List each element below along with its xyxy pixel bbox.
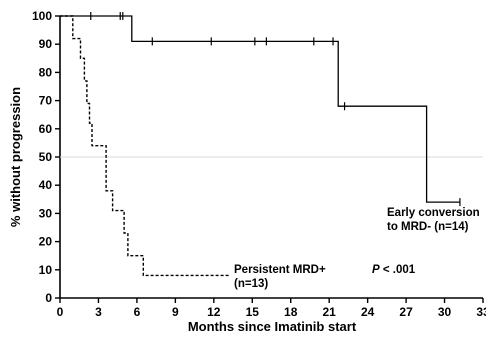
x-tick-label: 15 — [246, 305, 260, 319]
x-tick-label: 30 — [438, 305, 452, 319]
y-axis-title: % without progression — [8, 87, 23, 227]
x-tick-label: 21 — [323, 305, 337, 319]
x-tick-label: 6 — [134, 305, 141, 319]
x-tick-label: 3 — [95, 305, 102, 319]
y-tick-label: 90 — [39, 37, 53, 51]
y-tick-label: 40 — [39, 178, 53, 192]
y-tick-label: 10 — [39, 263, 53, 277]
y-tick-label: 30 — [39, 206, 53, 220]
x-tick-label: 33 — [476, 305, 486, 319]
y-tick-label: 0 — [45, 291, 52, 305]
p-value-number: < .001 — [380, 264, 416, 276]
x-axis-title: Months since Imatinib start — [188, 319, 357, 334]
x-tick-label: 0 — [57, 305, 64, 319]
early-conversion-label-line1: Early conversion — [387, 207, 480, 219]
x-tick-label: 24 — [361, 305, 375, 319]
y-tick-label: 80 — [39, 65, 53, 79]
y-tick-label: 50 — [39, 150, 53, 164]
series-1-curve — [60, 15, 460, 203]
persistent-mrd-label-line2: (n=13) — [234, 278, 268, 290]
early-conversion-label-line2: to MRD- (n=14) — [387, 221, 469, 233]
x-tick-label: 12 — [207, 305, 221, 319]
y-tick-label: 60 — [39, 122, 53, 136]
p-value-label: P < .001 — [372, 264, 416, 276]
series-2-curve — [60, 15, 230, 277]
x-tick-label: 27 — [399, 305, 413, 319]
x-tick-label: 9 — [172, 305, 179, 319]
persistent-mrd-label-line1: Persistent MRD+ — [234, 264, 326, 276]
x-tick-label: 18 — [284, 305, 298, 319]
y-tick-label: 100 — [32, 9, 52, 23]
y-tick-label: 20 — [39, 235, 53, 249]
y-tick-label: 70 — [39, 94, 53, 108]
p-value-symbol: P — [372, 264, 380, 276]
